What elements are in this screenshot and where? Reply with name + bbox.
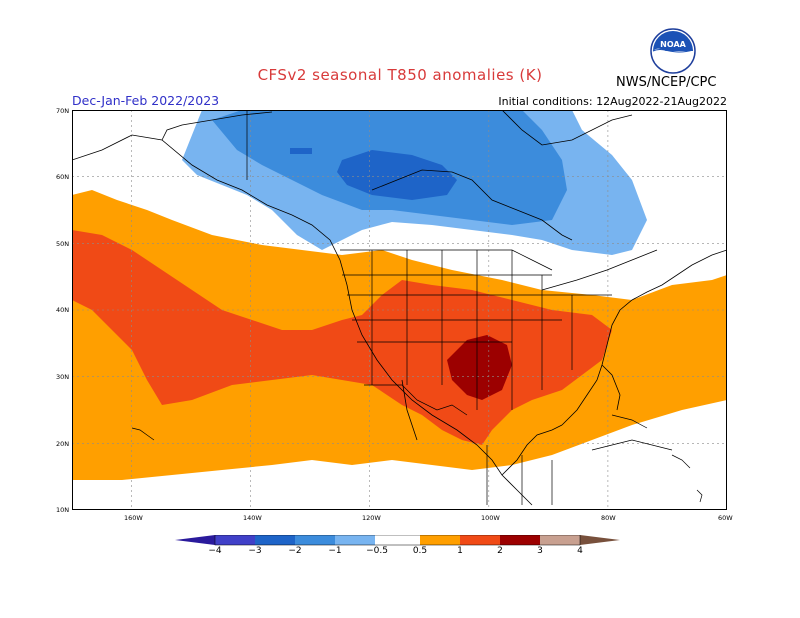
- lat-label-10n: 10N: [56, 506, 70, 514]
- lat-label-30n: 30N: [56, 373, 70, 381]
- lat-label-50n: 50N: [56, 240, 70, 248]
- lon-label-160w: 160W: [124, 514, 143, 522]
- legend-label-1: 1: [457, 546, 463, 556]
- lon-label-80w: 80W: [601, 514, 616, 522]
- legend-swatch-gt4: [580, 535, 620, 545]
- coastlines: [72, 110, 727, 506]
- legend-swatch-neg1to-0.5: [335, 535, 375, 545]
- lat-label-20n: 20N: [56, 440, 70, 448]
- legend-label-neg0.5: −0.5: [366, 546, 388, 556]
- lat-label-60n: 60N: [56, 173, 70, 181]
- legend-label-4: 4: [577, 546, 583, 556]
- anomaly-region-neg3to-2: [337, 150, 457, 200]
- legend-label-neg2: −2: [288, 546, 302, 556]
- season-label: Dec-Jan-Feb 2022/2023: [72, 93, 220, 108]
- noaa-logo-icon: NOAA: [650, 28, 696, 74]
- initial-conditions-label: Initial conditions: 12Aug2022-21Aug2022: [498, 95, 727, 108]
- legend-swatch-neg2to-1: [295, 535, 335, 545]
- legend-swatch-0.5to1: [420, 535, 460, 545]
- lat-label-70n: 70N: [56, 107, 70, 115]
- borders: [246, 110, 612, 505]
- legend-label-0.5: 0.5: [412, 546, 428, 556]
- legend-swatch-3to4: [540, 535, 580, 545]
- islands: [131, 414, 703, 503]
- lon-label-100w: 100W: [481, 514, 500, 522]
- legend-label-neg4: −4: [208, 546, 222, 556]
- lat-label-40n: 40N: [56, 306, 70, 314]
- lon-label-60w: 60W: [718, 514, 733, 522]
- anomaly-map: [72, 110, 727, 510]
- anomaly-region-2to3: [447, 335, 512, 400]
- lon-label-140w: 140W: [243, 514, 262, 522]
- legend-swatch-2to3: [500, 535, 540, 545]
- legend-swatch-1to2: [460, 535, 500, 545]
- legend-swatch-neg4to-3: [215, 535, 255, 545]
- color-legend: [175, 535, 620, 546]
- legend-swatch-neutral: [375, 535, 420, 545]
- agency-label: NWS/NCEP/CPC: [616, 75, 717, 90]
- noaa-logo-text: NOAA: [660, 40, 686, 49]
- anomaly-region-neg3to-2: [290, 148, 312, 154]
- map-title: CFSv2 seasonal T850 anomalies (K): [257, 66, 543, 84]
- legend-swatch-lt-4: [175, 535, 215, 545]
- legend-swatch-neg3to-2: [255, 535, 295, 545]
- legend-label-neg1: −1: [328, 546, 342, 556]
- map-frame: [72, 110, 727, 510]
- legend-label-2: 2: [497, 546, 503, 556]
- legend-label-neg3: −3: [248, 546, 262, 556]
- lon-label-120w: 120W: [362, 514, 381, 522]
- legend-label-3: 3: [537, 546, 543, 556]
